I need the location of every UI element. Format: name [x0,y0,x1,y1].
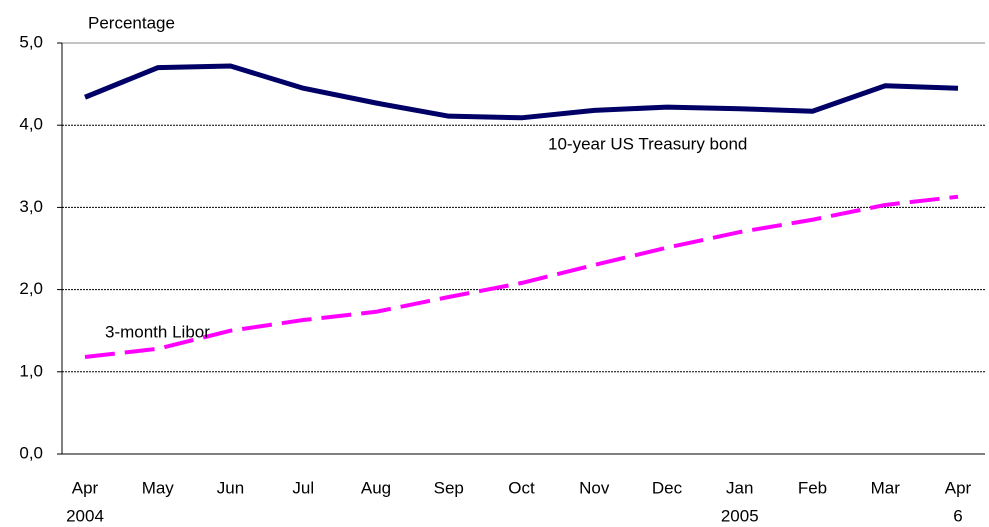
y-tick-label: 3,0 [19,197,43,216]
x-tick-label: Aug [361,478,391,497]
x-tick-label: Jun [217,478,244,497]
x-tick-label: Apr [945,478,972,497]
y-tick-label: 2,0 [19,279,43,298]
series-line [84,63,959,121]
series-label: 10-year US Treasury bond [548,134,747,153]
x-tick-label: Apr [72,478,99,497]
series-line [84,194,959,359]
y-tick-label: 0,0 [19,443,43,462]
y-tick-label: 5,0 [19,32,43,51]
x-tick-label: Nov [579,478,610,497]
x-tick-label: Oct [508,478,535,497]
y-tick-label: 1,0 [19,361,43,380]
x-tick-label: Jul [292,478,314,497]
x-tick-label: Feb [798,478,827,497]
x-tick-sublabel: 2004 [66,506,104,525]
x-tick-label: Jan [726,478,753,497]
series-label: 3-month Libor [105,322,210,341]
x-tick-sublabel: 6 [953,506,962,525]
x-tick-label: Mar [871,478,901,497]
x-tick-label: Sep [434,478,464,497]
y-tick-label: 4,0 [19,115,43,134]
y-axis-label: Percentage [88,13,175,32]
x-tick-label: May [142,478,175,497]
x-tick-sublabel: 2005 [721,506,759,525]
x-tick-label: Dec [652,478,683,497]
